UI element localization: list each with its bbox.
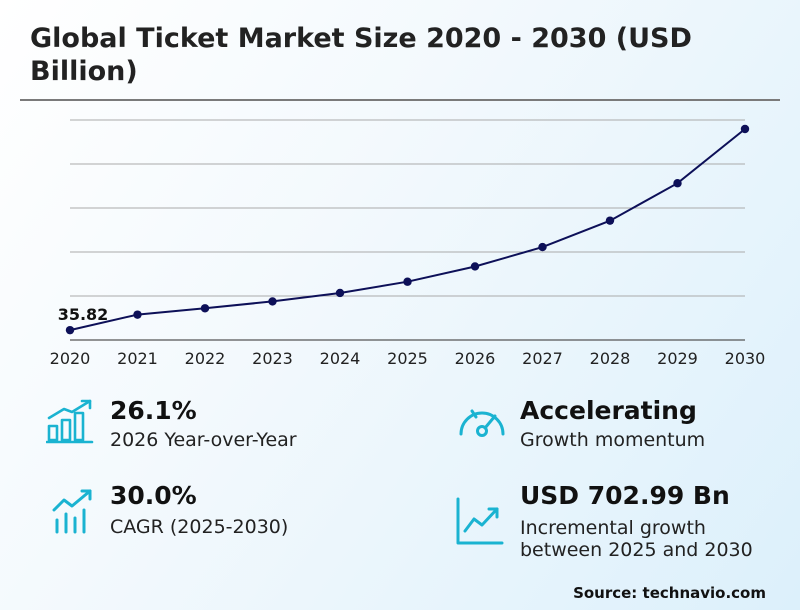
title-divider	[20, 99, 780, 101]
data-point	[740, 124, 750, 134]
kpi-incremental-label-line1: Incremental growth	[520, 517, 706, 539]
grid-lines	[70, 119, 745, 341]
data-point	[403, 277, 412, 286]
x-tick-label: 2026	[455, 349, 496, 368]
data-point	[605, 216, 615, 225]
x-tick-label: 2025	[387, 349, 428, 368]
series-line	[69, 128, 746, 332]
source-credit: Source: technavio.com	[573, 584, 766, 602]
x-tick-label: 2027	[522, 349, 563, 368]
bar-growth-icon	[45, 398, 94, 448]
kpi-momentum-label: Growth momentum	[520, 429, 706, 451]
bar-trend-icon	[50, 488, 98, 540]
data-point	[470, 262, 480, 271]
kpi-incremental-label-line2: between 2025 and 2030	[520, 539, 753, 561]
x-tick-label: 2022	[185, 349, 226, 368]
data-point	[200, 304, 210, 313]
x-tick-label: 2029	[657, 349, 698, 368]
chart-title: Global Ticket Market Size 2020 - 2030 (U…	[30, 23, 692, 87]
kpi-yoy-label: 2026 Year-over-Year	[110, 429, 297, 451]
x-tick-label: 2023	[252, 349, 293, 368]
data-point	[65, 325, 75, 335]
kpi-yoy-value: 26.1%	[110, 396, 197, 425]
data-point	[673, 179, 682, 188]
x-tick-label: 2020	[50, 349, 91, 368]
x-tick-labels: 2020 2021 2022 2023 2024 2025 2026 2027 2028 2029…	[50, 349, 766, 368]
x-tick-label: 2028	[590, 349, 631, 368]
kpi-cagr-value: 30.0%	[110, 481, 197, 510]
data-labels: 35.82	[58, 305, 109, 324]
gauge-icon	[456, 402, 508, 446]
kpi-cagr-label: CAGR (2025-2030)	[110, 516, 289, 538]
x-tick-label: 2024	[320, 349, 361, 368]
data-point	[268, 297, 277, 306]
x-tick-label: 2021	[117, 349, 158, 368]
x-tick-label: 2030	[725, 349, 766, 368]
data-point	[335, 288, 345, 298]
kpi-incremental-value: USD 702.99 Bn	[520, 481, 730, 510]
data-label: 35.82	[58, 305, 109, 324]
data-points	[65, 124, 750, 335]
data-point	[538, 242, 547, 252]
data-point	[133, 310, 142, 319]
trend-chart-icon	[454, 497, 506, 551]
line-chart: 2020 2021 2022 2023 2024 2025 2026 2027 2028 2029…	[50, 119, 766, 368]
kpi-momentum-value: Accelerating	[520, 396, 697, 425]
